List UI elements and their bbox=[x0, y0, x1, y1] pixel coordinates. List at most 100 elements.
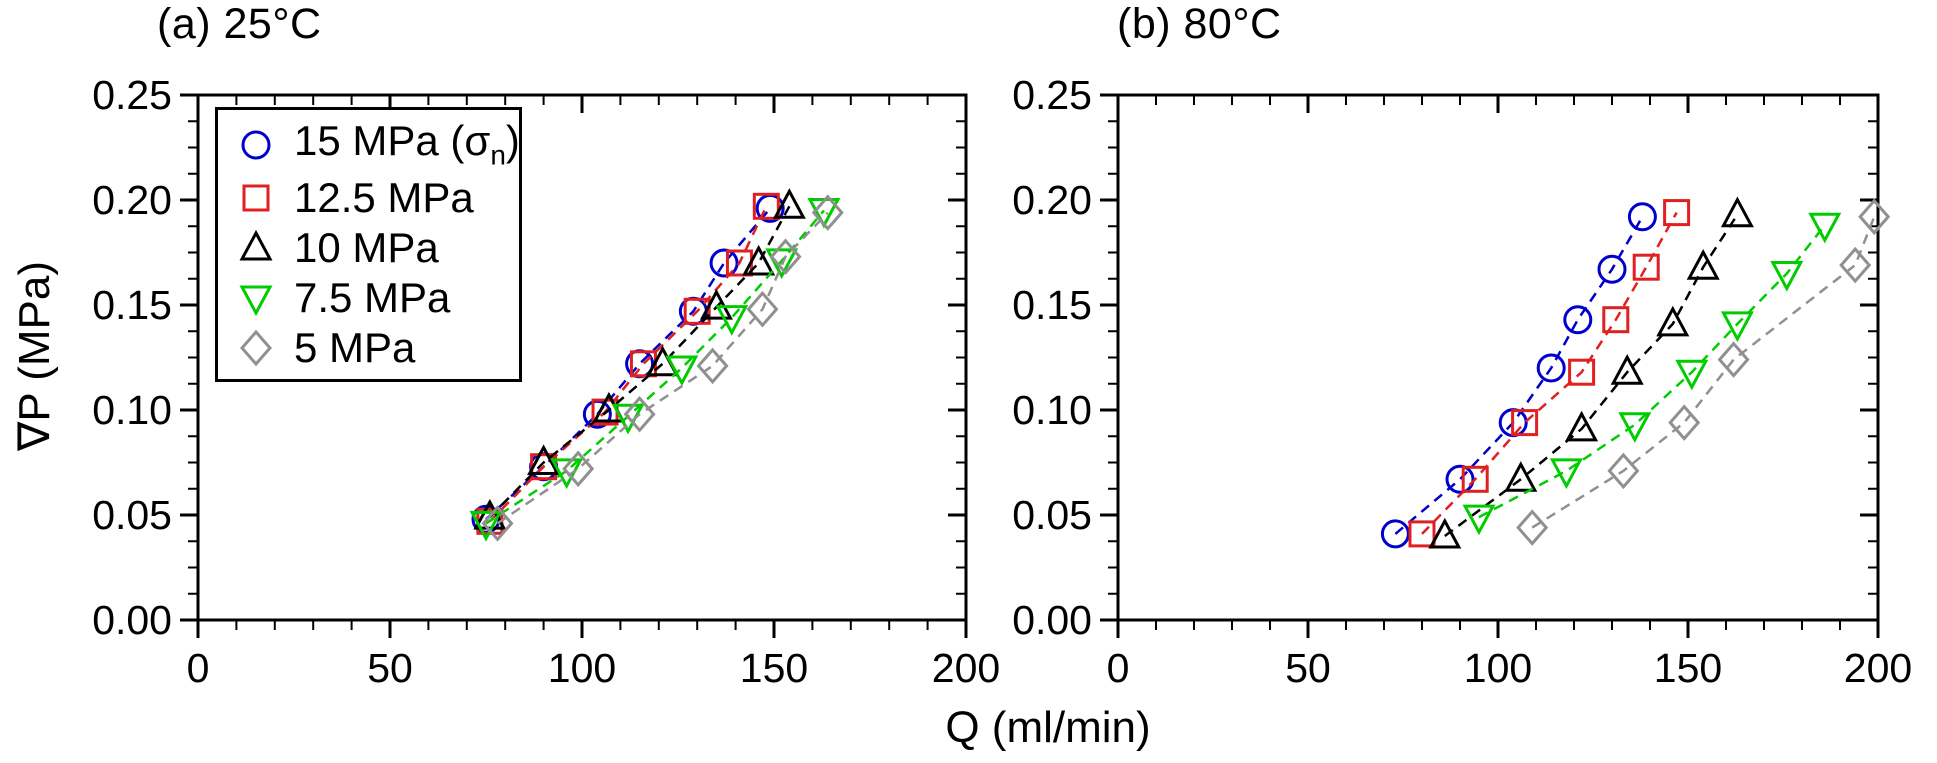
legend-label: 10 MPa bbox=[294, 224, 439, 272]
square-marker bbox=[683, 297, 711, 325]
panel-a-title: (a) 25°C bbox=[157, 0, 322, 48]
diamond-marker bbox=[623, 395, 656, 433]
y-axis-tick-label: 0.05 bbox=[1012, 492, 1092, 538]
circle-marker bbox=[241, 130, 271, 160]
y-axis-tick-label: 0.15 bbox=[1012, 282, 1092, 328]
diamond-marker bbox=[1516, 509, 1549, 546]
x-axis-tick-label: 200 bbox=[1844, 645, 1912, 691]
triangle-down-marker bbox=[1462, 504, 1496, 536]
triangle-up-marker bbox=[1565, 410, 1599, 442]
triangle-up-marker bbox=[527, 444, 561, 475]
diamond-marker bbox=[746, 290, 779, 328]
legend-entry: 12.5 MPa bbox=[232, 177, 513, 219]
series-line-7.5-mpa bbox=[1478, 224, 1826, 519]
triangle-down-marker bbox=[1618, 412, 1652, 443]
square-marker bbox=[1511, 409, 1539, 437]
y-axis-tick-label: 0.00 bbox=[92, 597, 172, 643]
legend-triangle-up-icon bbox=[239, 230, 273, 261]
legend-entry: 5 MPa bbox=[232, 327, 513, 369]
circle-marker bbox=[1380, 519, 1410, 549]
triangle-up-marker bbox=[1428, 517, 1462, 549]
legend-entry: 15 MPa (σn) bbox=[232, 119, 520, 169]
legend: 15 MPa (σn) 12.5 MPa 10 MPa 7.5 MPa 5 MPa bbox=[215, 107, 522, 382]
circle-marker bbox=[1563, 305, 1593, 335]
triangle-down-marker bbox=[1720, 311, 1754, 343]
legend-circle-icon bbox=[241, 130, 271, 160]
x-axis-tick-label: 200 bbox=[932, 645, 1000, 691]
series-markers-15-mpa-n- bbox=[1380, 202, 1657, 549]
y-axis-tick-label: 0.05 bbox=[92, 492, 172, 538]
square-marker bbox=[1663, 199, 1691, 227]
x-axis-tick-label: 0 bbox=[1107, 645, 1130, 691]
y-axis-tick-label: 0.25 bbox=[1012, 72, 1092, 118]
triangle-down-marker bbox=[469, 510, 503, 542]
triangle-down-marker bbox=[665, 355, 699, 387]
diamond-marker bbox=[769, 238, 802, 275]
triangle-down-marker bbox=[1549, 458, 1583, 490]
square-marker bbox=[1568, 358, 1596, 386]
x-axis-tick-label: 50 bbox=[1285, 645, 1331, 691]
series-line-5-mpa bbox=[496, 211, 829, 525]
panel-b-title: (b) 80°C bbox=[1117, 0, 1282, 48]
triangle-down-marker bbox=[1770, 261, 1804, 292]
series-markers-10-mpa bbox=[473, 188, 806, 530]
triangle-up-marker bbox=[473, 498, 507, 530]
triangle-up-marker bbox=[1656, 305, 1690, 337]
x-axis-tick-label: 100 bbox=[548, 645, 616, 691]
y-axis-tick-label: 0.25 bbox=[92, 72, 172, 118]
x-axis-label: Q (ml/min) bbox=[945, 703, 1151, 752]
diamond-marker bbox=[1607, 452, 1640, 490]
series-line-7.5-mpa bbox=[485, 209, 825, 525]
square-marker bbox=[1632, 253, 1660, 281]
series-markers-12.5-mpa bbox=[1408, 199, 1691, 548]
diamond-marker bbox=[1839, 246, 1872, 284]
y-axis-tick-label: 0.15 bbox=[92, 282, 172, 328]
x-axis-tick-label: 150 bbox=[1654, 645, 1722, 691]
x-axis-tick-label: 100 bbox=[1464, 645, 1532, 691]
legend-entry: 10 MPa bbox=[232, 227, 513, 269]
y-axis-tick-label: 0.20 bbox=[1012, 177, 1092, 223]
series-markers-5-mpa bbox=[481, 194, 844, 542]
x-axis-tick-label: 150 bbox=[740, 645, 808, 691]
diamond-marker bbox=[1668, 404, 1701, 441]
y-axis-tick-label: 0.20 bbox=[92, 177, 172, 223]
square-marker bbox=[752, 192, 780, 220]
diamond-marker bbox=[696, 347, 729, 385]
triangle-up-marker bbox=[239, 230, 273, 261]
square-marker bbox=[242, 184, 270, 212]
diamond-marker bbox=[1858, 198, 1891, 236]
legend-label: 15 MPa (σn) bbox=[294, 116, 520, 171]
triangle-down-marker bbox=[1808, 212, 1842, 244]
diamond-marker bbox=[240, 329, 272, 367]
circle-marker bbox=[1445, 464, 1475, 494]
series-line-10-mpa bbox=[488, 205, 791, 518]
legend-square-icon bbox=[242, 184, 270, 212]
series-line-15-mpa-n- bbox=[1394, 216, 1644, 535]
series-markers-7.5-mpa bbox=[1462, 212, 1842, 536]
triangle-down-marker bbox=[765, 248, 799, 280]
x-axis-tick-label: 50 bbox=[367, 645, 413, 691]
diamond-marker bbox=[481, 505, 514, 542]
legend-diamond-icon bbox=[240, 329, 272, 367]
square-marker bbox=[1408, 520, 1436, 548]
y-axis-label: ∇P (MPa) bbox=[10, 261, 59, 451]
legend-label: 7.5 MPa bbox=[294, 274, 451, 322]
circle-marker bbox=[1597, 254, 1627, 284]
series-line-5-mpa bbox=[1531, 216, 1876, 529]
series-line-12.5-mpa bbox=[1421, 211, 1678, 535]
triangle-up-marker bbox=[1504, 461, 1538, 492]
triangle-up-marker bbox=[742, 244, 776, 276]
square-marker bbox=[1602, 306, 1630, 334]
triangle-down-marker bbox=[715, 305, 749, 336]
series-markers-7.5-mpa bbox=[469, 198, 841, 542]
y-axis-tick-label: 0.00 bbox=[1012, 597, 1092, 643]
legend-label: 5 MPa bbox=[294, 324, 416, 372]
series-markers-5-mpa bbox=[1516, 198, 1891, 546]
y-axis-tick-label: 0.10 bbox=[92, 387, 172, 433]
legend-triangle-down-icon bbox=[239, 285, 273, 317]
circle-marker bbox=[709, 248, 739, 278]
triangle-up-marker bbox=[1686, 249, 1720, 280]
series-line-12.5-mpa bbox=[488, 205, 768, 523]
